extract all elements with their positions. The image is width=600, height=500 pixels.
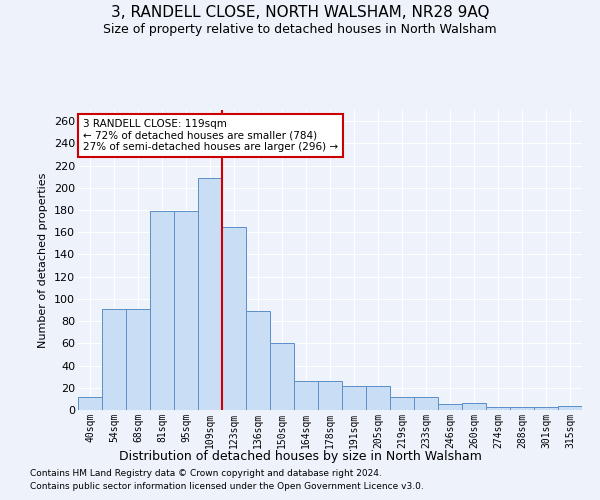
- Bar: [462, 404, 486, 410]
- Bar: [246, 311, 270, 410]
- Text: Contains public sector information licensed under the Open Government Licence v3: Contains public sector information licen…: [30, 482, 424, 491]
- Text: 3, RANDELL CLOSE, NORTH WALSHAM, NR28 9AQ: 3, RANDELL CLOSE, NORTH WALSHAM, NR28 9A…: [111, 5, 489, 20]
- Bar: [318, 381, 342, 410]
- Bar: [78, 396, 102, 410]
- Text: Size of property relative to detached houses in North Walsham: Size of property relative to detached ho…: [103, 22, 497, 36]
- Y-axis label: Number of detached properties: Number of detached properties: [38, 172, 49, 348]
- Bar: [174, 211, 198, 410]
- Text: Contains HM Land Registry data © Crown copyright and database right 2024.: Contains HM Land Registry data © Crown c…: [30, 468, 382, 477]
- Bar: [270, 344, 294, 410]
- Bar: [198, 178, 222, 410]
- Text: 3 RANDELL CLOSE: 119sqm
← 72% of detached houses are smaller (784)
27% of semi-d: 3 RANDELL CLOSE: 119sqm ← 72% of detache…: [83, 119, 338, 152]
- Bar: [390, 396, 414, 410]
- Bar: [534, 406, 558, 410]
- Bar: [150, 211, 174, 410]
- Bar: [414, 396, 438, 410]
- Text: Distribution of detached houses by size in North Walsham: Distribution of detached houses by size …: [119, 450, 481, 463]
- Bar: [294, 381, 318, 410]
- Bar: [558, 406, 582, 410]
- Bar: [366, 386, 390, 410]
- Bar: [342, 386, 366, 410]
- Bar: [510, 406, 534, 410]
- Bar: [438, 404, 462, 410]
- Bar: [126, 309, 150, 410]
- Bar: [486, 406, 510, 410]
- Bar: [102, 309, 126, 410]
- Bar: [222, 226, 246, 410]
